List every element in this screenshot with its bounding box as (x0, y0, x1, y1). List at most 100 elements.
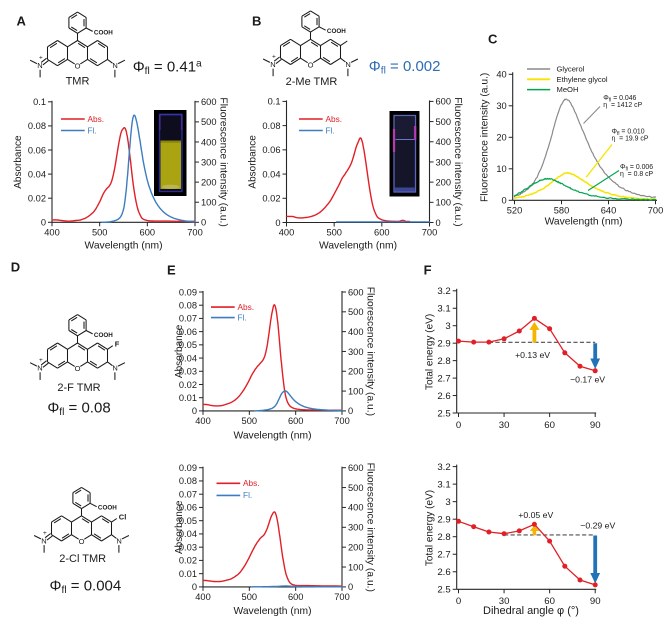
svg-text:Φfl = 0.002: Φfl = 0.002 (369, 58, 441, 76)
svg-text:Absorbance: Absorbance (174, 324, 185, 378)
svg-text:0.02: 0.02 (262, 194, 280, 204)
svg-text:Fluorescence intensity (a.u.): Fluorescence intensity (a.u.) (217, 97, 228, 226)
svg-text:D: D (11, 260, 20, 275)
svg-text:η = 1412 cP: η = 1412 cP (603, 102, 642, 109)
svg-text:0: 0 (502, 196, 507, 206)
svg-text:2.8: 2.8 (437, 356, 450, 367)
svg-text:Wavelength (nm): Wavelength (nm) (545, 217, 623, 228)
svg-text:90: 90 (590, 420, 601, 431)
svg-text:400: 400 (195, 592, 211, 602)
svg-text:0.02: 0.02 (28, 194, 46, 204)
svg-text:COOH: COOH (98, 505, 117, 512)
svg-text:Absorbance: Absorbance (248, 135, 259, 189)
svg-text:20: 20 (496, 133, 506, 143)
svg-text:100: 100 (201, 198, 217, 208)
svg-text:0: 0 (348, 582, 353, 592)
svg-text:0: 0 (456, 420, 461, 431)
svg-text:Fluorescence intensity (a.u.): Fluorescence intensity (a.u.) (452, 97, 463, 226)
svg-text:600: 600 (288, 416, 304, 426)
svg-text:0: 0 (192, 406, 197, 416)
svg-text:B: B (252, 13, 261, 28)
svg-text:2.6: 2.6 (437, 567, 450, 578)
svg-text:Dihedral angle φ (°): Dihedral angle φ (°) (483, 605, 579, 617)
svg-text:O: O (308, 60, 314, 69)
svg-text:0.08: 0.08 (28, 121, 46, 131)
svg-text:3.1: 3.1 (437, 304, 450, 315)
svg-text:Φfl = 0.004: Φfl = 0.004 (50, 577, 122, 596)
svg-text:0.01: 0.01 (179, 569, 197, 579)
svg-text:0.08: 0.08 (179, 476, 197, 486)
svg-text:0.09: 0.09 (179, 463, 197, 473)
svg-text:30: 30 (496, 101, 506, 111)
svg-text:0.06: 0.06 (179, 327, 197, 337)
svg-text:−0.17 eV: −0.17 eV (570, 374, 605, 384)
svg-text:500: 500 (92, 227, 108, 237)
svg-text:0.01: 0.01 (179, 393, 197, 403)
svg-text:30: 30 (499, 420, 510, 431)
svg-text:300: 300 (348, 347, 364, 357)
svg-text:Total energy (eV): Total energy (eV) (424, 490, 435, 566)
svg-text:F: F (115, 340, 120, 349)
svg-text:0.09: 0.09 (179, 287, 197, 297)
svg-text:0.07: 0.07 (179, 490, 197, 500)
svg-text:N: N (345, 60, 350, 69)
svg-text:700: 700 (187, 227, 203, 237)
svg-text:2.9: 2.9 (437, 515, 450, 526)
svg-text:600: 600 (201, 97, 217, 107)
svg-text:400: 400 (436, 137, 452, 147)
svg-text:60: 60 (544, 420, 555, 431)
svg-text:O: O (75, 364, 81, 373)
svg-text:200: 200 (436, 177, 452, 187)
svg-text:500: 500 (242, 592, 258, 602)
svg-text:Absorbance: Absorbance (174, 500, 185, 554)
svg-text:3.2: 3.2 (437, 286, 450, 297)
svg-text:3: 3 (445, 497, 450, 508)
svg-text:Φfl = 0.010: Φfl = 0.010 (612, 129, 645, 138)
svg-text:640: 640 (601, 205, 617, 215)
svg-text:600: 600 (374, 228, 390, 238)
svg-text:Abs.: Abs. (243, 478, 260, 488)
svg-text:N: N (270, 60, 275, 69)
svg-text:500: 500 (436, 117, 452, 127)
svg-text:300: 300 (348, 523, 364, 533)
svg-text:500: 500 (326, 228, 342, 238)
svg-text:500: 500 (201, 117, 217, 127)
svg-text:0.06: 0.06 (28, 145, 46, 155)
svg-text:Wavelength (nm): Wavelength (nm) (233, 606, 311, 617)
svg-text:90: 90 (590, 596, 601, 607)
svg-text:+: + (39, 55, 43, 62)
svg-text:400: 400 (201, 137, 217, 147)
svg-text:COOH: COOH (94, 332, 113, 339)
svg-text:Absorbance: Absorbance (13, 135, 24, 189)
svg-text:0: 0 (41, 218, 46, 228)
svg-text:2.5: 2.5 (437, 585, 450, 596)
svg-text:0.06: 0.06 (262, 145, 280, 155)
svg-text:600: 600 (436, 97, 452, 107)
svg-text:0: 0 (348, 406, 353, 416)
svg-text:700: 700 (334, 416, 350, 426)
svg-text:COOH: COOH (327, 28, 346, 35)
svg-text:Cl: Cl (119, 513, 127, 522)
svg-text:0.1: 0.1 (268, 97, 281, 107)
svg-text:600: 600 (140, 227, 156, 237)
svg-text:O: O (75, 62, 81, 71)
svg-text:0.04: 0.04 (28, 169, 46, 179)
svg-text:200: 200 (348, 367, 364, 377)
svg-text:MeOH: MeOH (557, 85, 579, 94)
svg-text:0: 0 (456, 596, 461, 607)
svg-text:400: 400 (44, 227, 60, 237)
svg-text:0.08: 0.08 (179, 301, 197, 311)
svg-text:Wavelength (nm): Wavelength (nm) (84, 241, 162, 252)
svg-text:0: 0 (275, 218, 280, 228)
svg-text:Wavelength (nm): Wavelength (nm) (319, 241, 397, 252)
svg-text:Abs.: Abs. (88, 114, 105, 124)
svg-text:40: 40 (496, 70, 506, 80)
svg-text:200: 200 (201, 177, 217, 187)
svg-text:300: 300 (201, 157, 217, 167)
svg-text:100: 100 (436, 198, 452, 208)
svg-text:700: 700 (648, 205, 664, 215)
svg-text:Fl.: Fl. (243, 490, 252, 500)
svg-text:580: 580 (554, 205, 570, 215)
svg-text:0: 0 (201, 218, 206, 228)
svg-text:Fluorescence intensity (a.u.): Fluorescence intensity (a.u.) (364, 287, 375, 416)
